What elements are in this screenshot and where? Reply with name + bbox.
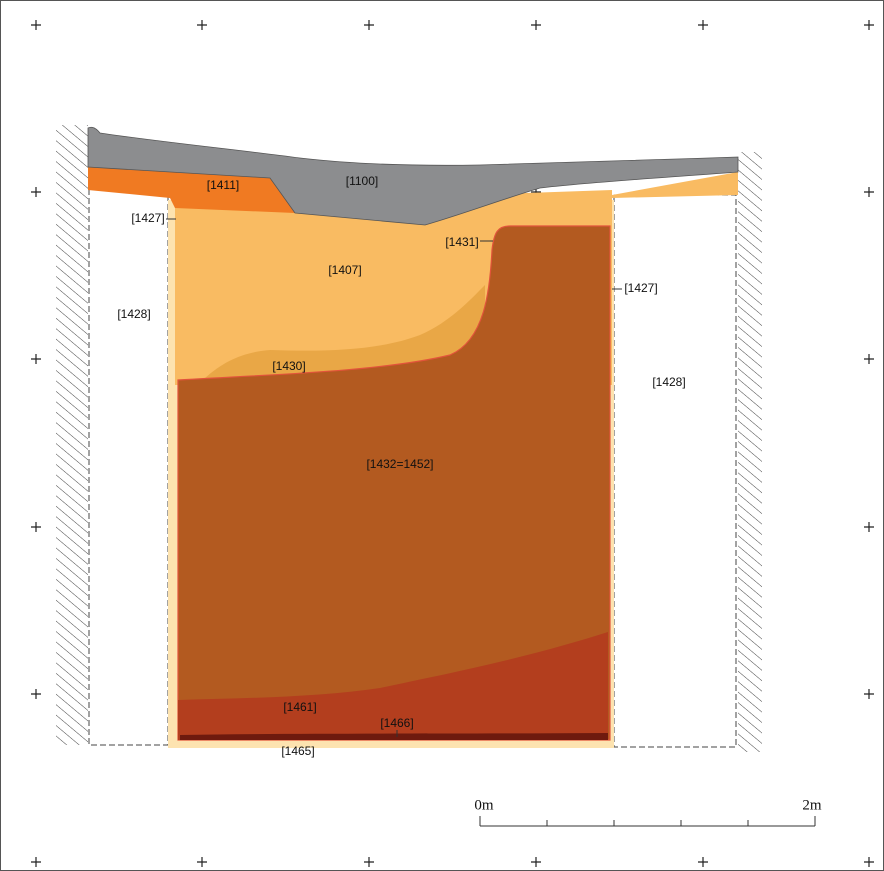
layer-label: [1407] [328,263,361,277]
section-drawing: [1411] [1100] [1427] [1431] [1407] [1427… [0,0,884,871]
layer-label: [1465] [281,744,314,758]
layer-label: [1430] [272,359,305,373]
layer-label: [1100] [346,174,378,188]
layer-label: [1466] [380,716,413,730]
layer-label: [1411] [207,178,239,192]
layer-label: [1428] [117,307,150,321]
trench-edge [56,125,88,745]
layer-label: [1428] [652,375,685,389]
scale-label: 0m [474,797,494,813]
wall [614,195,736,747]
trench-edge [738,152,762,752]
wall [89,175,168,745]
layer-label: [1461] [283,700,316,714]
layer-label: [1432=1452] [366,457,433,471]
layer-label: [1427] [131,211,164,225]
layer-label: [1427] [624,281,657,295]
layer-label: [1431] [445,235,478,249]
scale-label: 2m [802,797,822,813]
